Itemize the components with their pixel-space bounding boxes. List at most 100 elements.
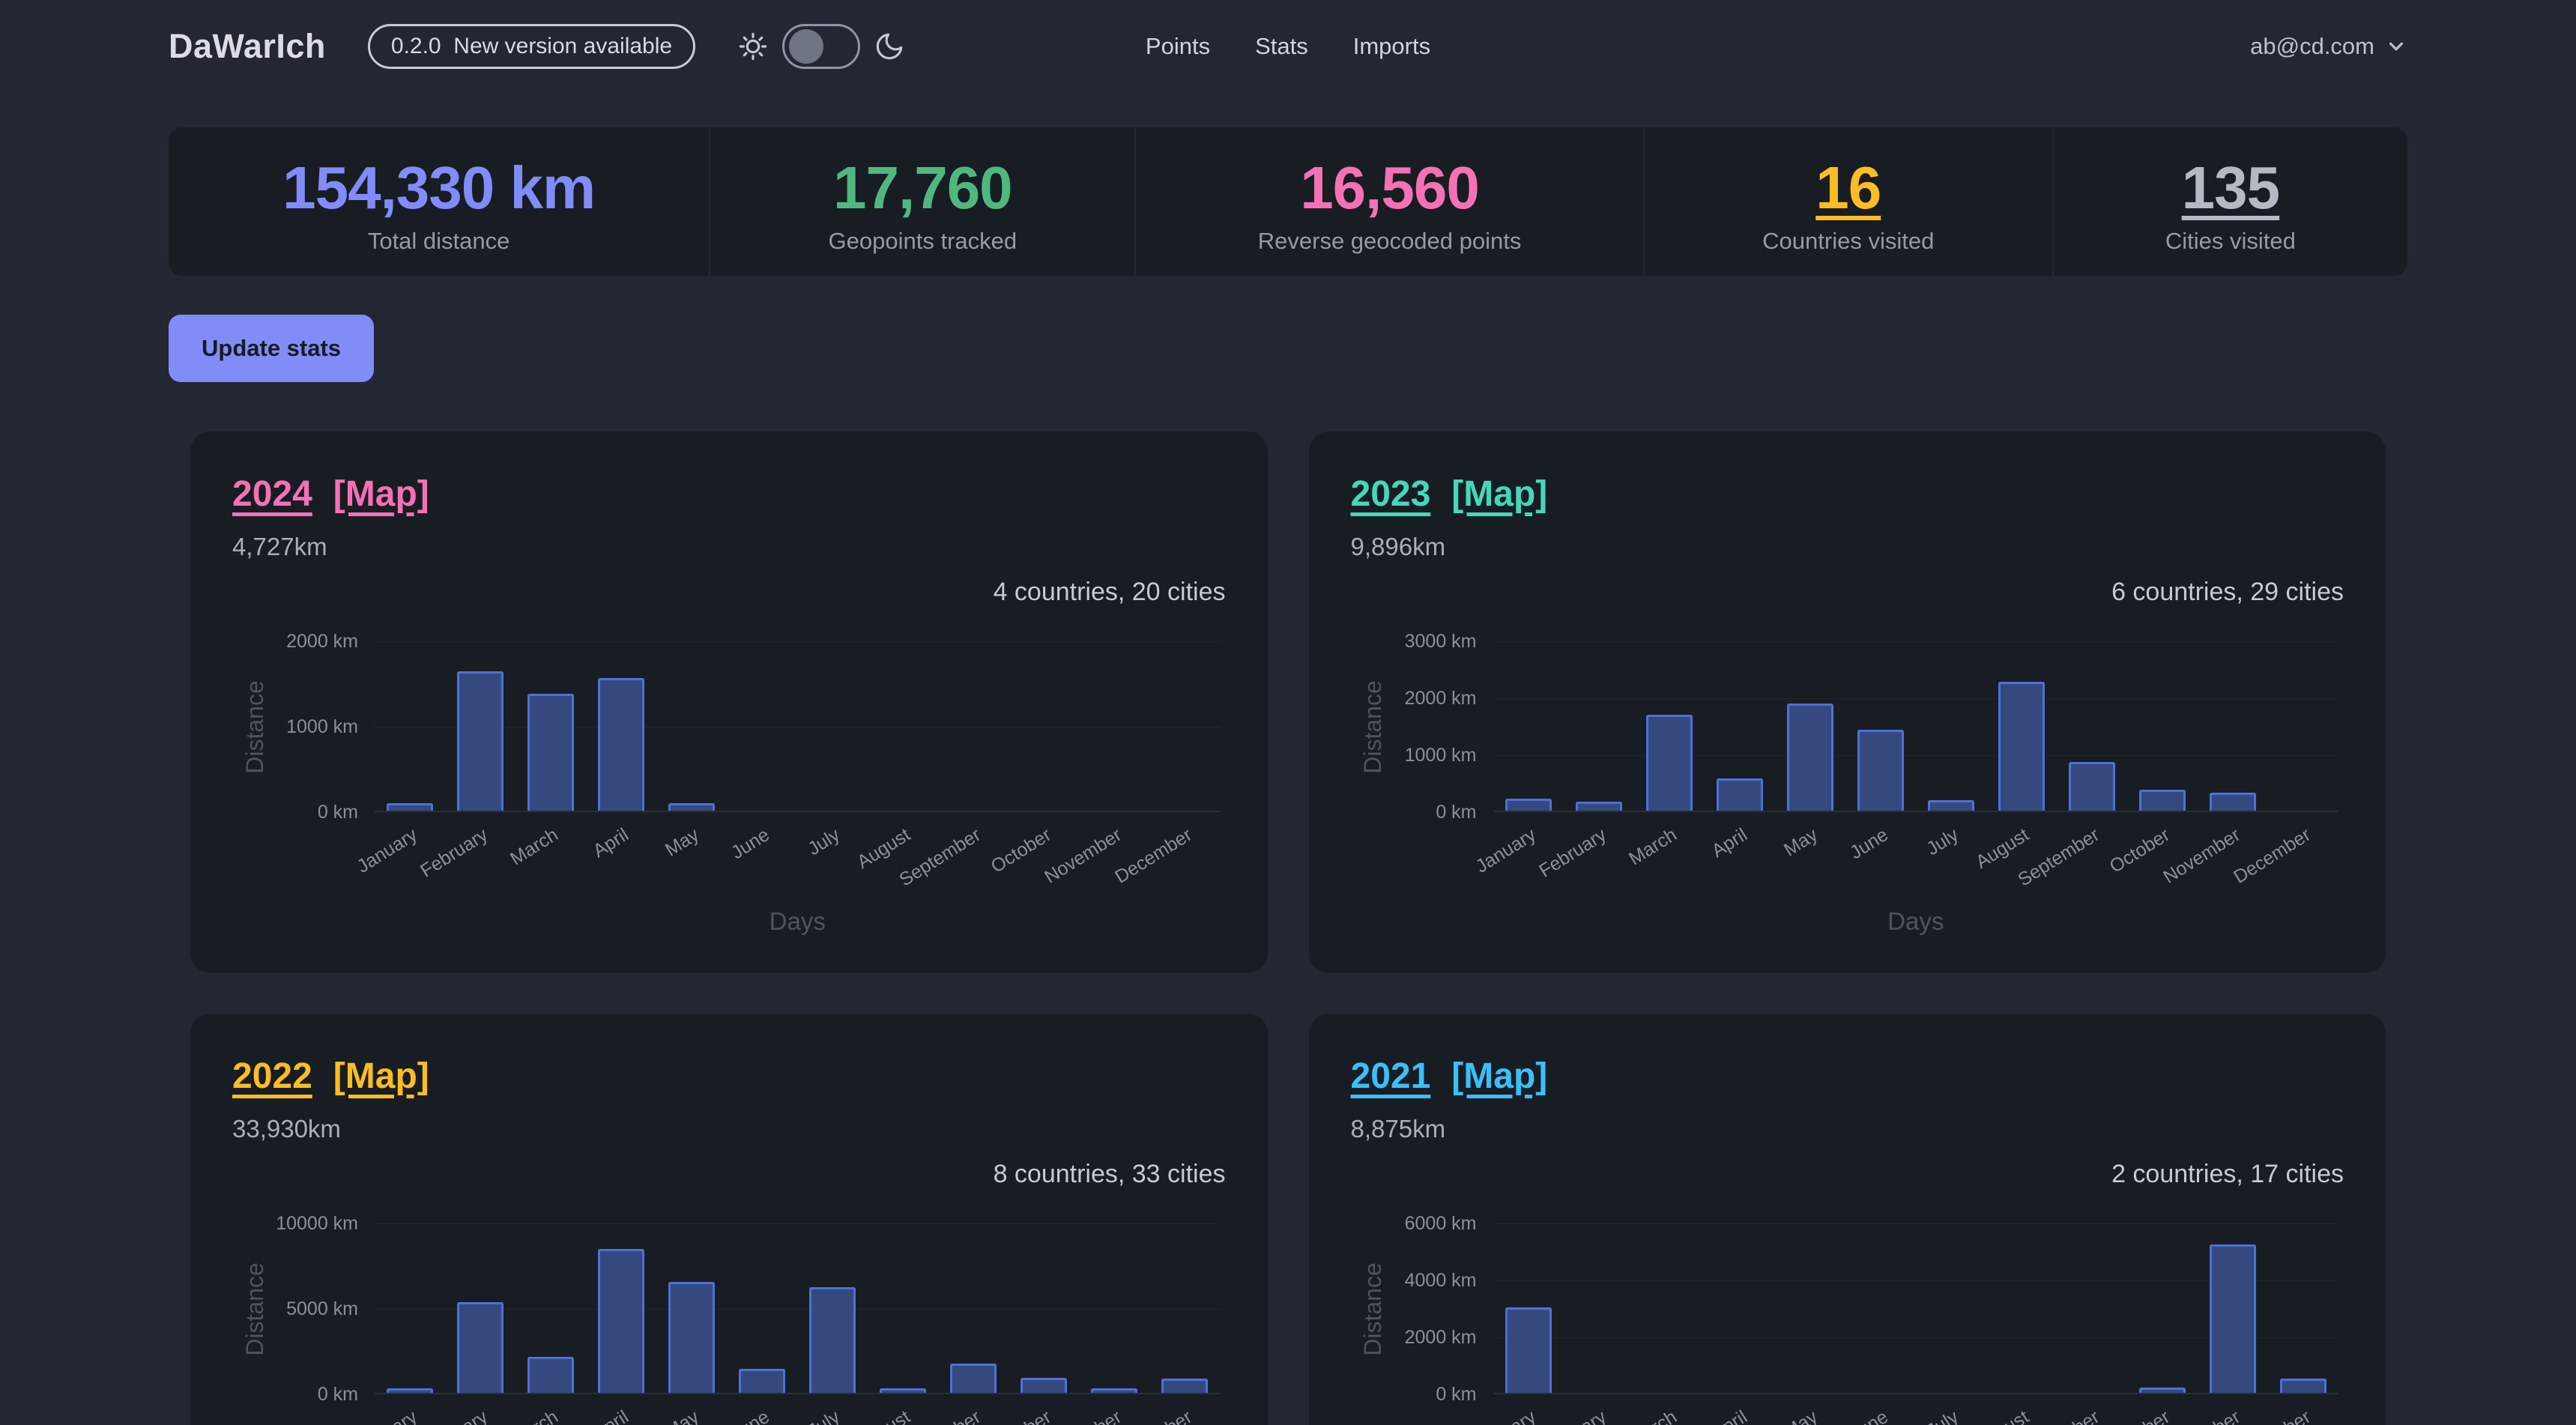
y-tick-label: 10000 km <box>276 1213 358 1235</box>
navbar: DaWarIch 0.2.0 New version available <box>0 0 2576 93</box>
user-menu[interactable]: ab@cd.com <box>1430 33 2407 60</box>
card-header: 2023 [Map] <box>1351 474 2344 515</box>
stat-cities-visited: 135 Cities visited <box>2052 127 2407 276</box>
bar-august <box>1998 682 2045 811</box>
y-tick-label: 3000 km <box>1404 631 1477 653</box>
countries-cities: 8 countries, 33 cities <box>993 1160 1226 1189</box>
bar-january <box>1505 799 1552 811</box>
bar-november <box>2209 793 2256 811</box>
stat-label: Geopoints tracked <box>828 228 1018 255</box>
year-link[interactable]: 2021 <box>1350 1056 1431 1097</box>
year-card: 2024 [Map] 4,727km 4 countries, 20 citie… <box>190 432 1268 973</box>
bar-november <box>2209 1244 2256 1394</box>
x-tick-label: April <box>1708 824 1751 862</box>
bar-november <box>1091 1388 1138 1394</box>
x-tick-label: July <box>804 1406 844 1425</box>
main-nav: Points Stats Imports <box>1146 33 1430 60</box>
x-tick-label: February <box>1535 824 1610 883</box>
nav-link-imports[interactable]: Imports <box>1352 33 1431 59</box>
chart-plot[interactable]: JanuaryFebruaryMarchAprilMayJuneJulyAugu… <box>1472 1223 2338 1425</box>
gridline <box>1493 1337 2338 1339</box>
chart-plot[interactable]: JanuaryFebruaryMarchAprilMayJuneJulyAugu… <box>354 1223 1221 1425</box>
gridline <box>1493 698 2338 700</box>
year-link[interactable]: 2023 <box>1350 474 1431 515</box>
gridline <box>375 1309 1221 1310</box>
theme-toggle[interactable] <box>782 24 861 69</box>
bar-june <box>739 1369 786 1394</box>
bar-august <box>880 1388 927 1394</box>
bar-december <box>1161 1379 1209 1394</box>
x-tick-label: January <box>1472 824 1540 878</box>
x-tick-label: April <box>589 824 632 862</box>
x-tick-label: January <box>1472 1406 1540 1425</box>
countries-visited-link[interactable]: 16 <box>1815 154 1881 221</box>
theme-switcher <box>737 24 905 69</box>
map-link[interactable]: [Map] <box>333 474 429 515</box>
x-tick-label: May <box>662 824 704 862</box>
year-distance: 4,727km <box>232 533 327 561</box>
bar-february <box>457 671 504 811</box>
countries-cities: 4 countries, 20 cities <box>993 578 1226 607</box>
version-badge[interactable]: 0.2.0 New version available <box>367 24 696 69</box>
x-tick-label: October <box>2105 1406 2174 1425</box>
app-logo[interactable]: DaWarIch <box>169 27 326 65</box>
nav-link-points[interactable]: Points <box>1145 33 1211 59</box>
year-distance: 9,896km <box>1350 533 1446 561</box>
x-axis-title: Days <box>1887 907 1944 936</box>
moon-icon <box>876 33 903 60</box>
year-link[interactable]: 2024 <box>232 474 312 515</box>
bar-september <box>2068 762 2115 811</box>
map-link[interactable]: [Map] <box>333 1056 429 1097</box>
x-tick-label: June <box>1845 824 1892 864</box>
stat-label: Reverse geocoded points <box>1257 228 1522 255</box>
bar-january <box>387 1388 434 1394</box>
y-tick-label: 4000 km <box>1404 1270 1477 1292</box>
year-cards-grid: 2024 [Map] 4,727km 4 countries, 20 citie… <box>190 432 2386 1425</box>
stat-reverse-geocoded: 16,560 Reverse geocoded points <box>1134 127 1642 276</box>
gridline <box>375 641 1221 643</box>
x-tick-label: March <box>1625 1406 1681 1425</box>
x-tick-label: February <box>417 1406 492 1425</box>
x-tick-label: January <box>354 1406 422 1425</box>
y-tick-label: 2000 km <box>286 631 358 653</box>
bar-october <box>2138 790 2186 811</box>
y-tick-label: 2000 km <box>1404 1327 1477 1349</box>
gridline <box>1493 755 2338 757</box>
user-email: ab@cd.com <box>2250 33 2374 59</box>
year-distance: 8,875km <box>1350 1115 1446 1143</box>
stats-bar: 154,330 km Total distance 17,760 Geopoin… <box>169 127 2407 276</box>
stat-countries-visited: 16 Countries visited <box>1642 127 2052 276</box>
y-tick-label: 6000 km <box>1404 1213 1477 1235</box>
x-tick-label: June <box>728 1406 773 1425</box>
update-stats-button[interactable]: Update stats <box>169 315 375 383</box>
stat-label: Total distance <box>367 228 510 255</box>
map-link[interactable]: [Map] <box>1451 474 1548 515</box>
map-link[interactable]: [Map] <box>1451 1056 1548 1097</box>
x-tick-label: August <box>853 1406 914 1425</box>
x-tick-label: January <box>353 824 421 878</box>
countries-cities: 6 countries, 29 cities <box>2111 578 2344 607</box>
x-tick-label: May <box>1780 824 1821 862</box>
cities-visited-link[interactable]: 135 <box>2181 154 2280 221</box>
stat-geopoints-tracked: 17,760 Geopoints tracked <box>709 127 1134 276</box>
x-tick-label: March <box>1624 824 1681 870</box>
x-axis-title: Days <box>769 907 826 936</box>
x-tick-label: June <box>728 824 774 864</box>
bar-february <box>1575 802 1622 811</box>
bar-july <box>1927 800 1974 811</box>
nav-link-stats[interactable]: Stats <box>1255 33 1308 59</box>
x-tick-label: March <box>507 1406 562 1425</box>
gridline <box>1493 1223 2338 1225</box>
bar-april <box>1716 778 1763 811</box>
card-header: 2021 [Map] <box>1351 1056 2344 1097</box>
year-link[interactable]: 2022 <box>232 1056 312 1097</box>
countries-cities: 2 countries, 17 cities <box>2111 1160 2344 1189</box>
y-tick-label: 0 km <box>317 802 358 823</box>
x-tick-label: December <box>1111 824 1197 889</box>
year-card: 2023 [Map] 9,896km 6 countries, 29 citie… <box>1308 432 2386 973</box>
x-tick-label: August <box>1972 1406 2033 1425</box>
stat-label: Countries visited <box>1762 228 1935 255</box>
